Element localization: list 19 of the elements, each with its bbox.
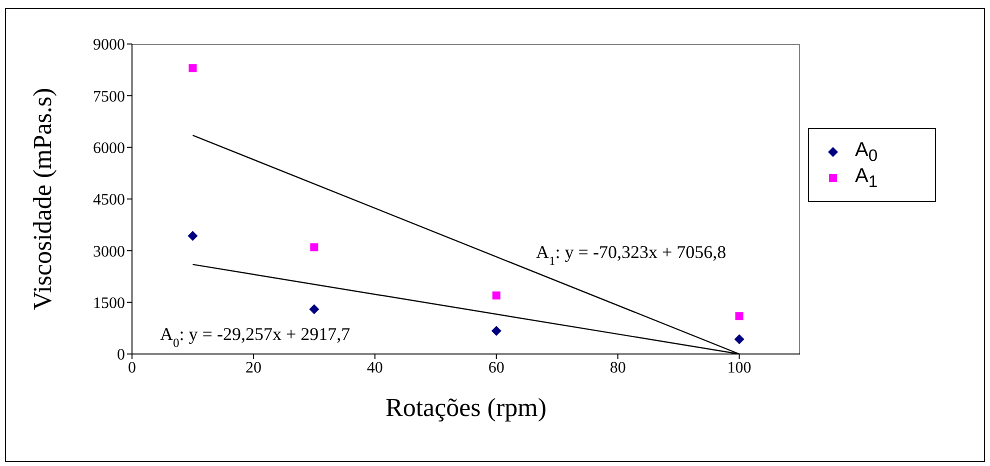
y-tick-label: 6000 (93, 140, 125, 158)
x-tick-label: 60 (488, 359, 504, 376)
y-tick-label: 3000 (93, 243, 125, 260)
y-tick-label: 4500 (93, 192, 125, 209)
x-tick-label: 20 (245, 359, 262, 376)
x-tick-label: 100 (727, 359, 752, 376)
y-tick-label: 9000 (93, 36, 125, 54)
legend-label: A$_{1}$ (855, 164, 878, 190)
y-tick-label: 1500 (93, 295, 125, 312)
legend-label: A$_{0}$ (855, 138, 878, 164)
y-axis-title: Viscosidade (mPas.s) (28, 88, 58, 310)
annotation: A$_{1}$: y = -70,323x + 7056,8 (536, 242, 726, 268)
x-tick-label: 80 (610, 359, 626, 376)
x-tick-label: 0 (128, 359, 136, 376)
annotation: A$_{0}$: y = -29,257x + 2917,7 (160, 324, 350, 350)
x-axis-title: Rotações (rpm) (385, 393, 547, 422)
x-tick-label: 40 (366, 359, 383, 376)
y-tick-label: 7500 (93, 88, 125, 106)
y-tick-label: 0 (117, 346, 125, 364)
